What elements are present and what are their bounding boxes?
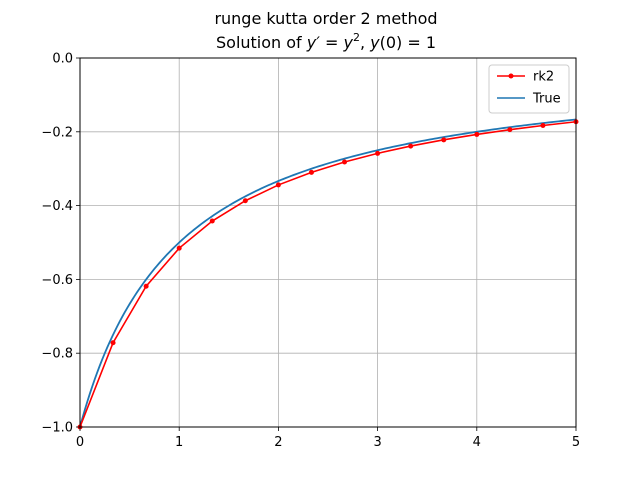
subtitle-y-sq-base: y <box>342 33 353 52</box>
legend-rk2-label: rk2 <box>533 70 554 85</box>
subtitle-comma: , <box>360 33 370 52</box>
rk2-point <box>242 198 248 204</box>
chart-subtitle: Solution of y′ = y2, y(0) = 1 <box>216 31 436 52</box>
chart-title: runge kutta order 2 method <box>214 9 437 28</box>
y-tick-label: −0.8 <box>41 347 73 362</box>
x-tick-label: 4 <box>473 435 481 450</box>
subtitle-prefix: Solution of <box>216 33 307 52</box>
y-tick-label: −0.2 <box>41 125 73 140</box>
rk2-point <box>209 218 215 224</box>
series-rk2-line <box>79 120 577 428</box>
subtitle-init-arg: (0) = 1 <box>380 33 436 52</box>
x-tick-label: 2 <box>274 435 282 450</box>
x-tick-label: 0 <box>76 435 84 450</box>
series-layer <box>77 118 579 430</box>
legend-true-label: True <box>532 92 561 107</box>
rk2-point <box>441 137 447 143</box>
x-tick-label: 3 <box>373 435 381 450</box>
rk2-point <box>110 340 116 346</box>
series-true-line <box>79 118 577 428</box>
x-tick-label: 1 <box>175 435 183 450</box>
ticks: 0 1 2 3 4 5 0.0 −0.2 −0.4 −0.6 −0.8 −1.0 <box>41 52 580 451</box>
y-tick-label: −1.0 <box>41 421 73 436</box>
y-tick-label: 0.0 <box>52 52 73 67</box>
subtitle-eq: = <box>320 33 344 52</box>
subtitle-y-sq-exp: 2 <box>353 31 360 44</box>
rk2-point <box>375 150 381 156</box>
rk2-point <box>474 131 480 137</box>
axes-frame <box>79 57 577 428</box>
rk2-point <box>507 127 513 133</box>
rk2-point <box>540 122 546 128</box>
rk2-point <box>176 245 182 251</box>
rk2-point <box>143 283 149 289</box>
y-tick-label: −0.4 <box>41 199 73 214</box>
rk2-point <box>408 143 414 149</box>
plot-area: 0 1 2 3 4 5 0.0 −0.2 −0.4 −0.6 −0.8 −1.0 <box>41 52 580 451</box>
rk2-point <box>275 182 281 188</box>
rk2-point <box>308 169 314 175</box>
legend: rk2 True <box>488 64 570 114</box>
legend-rk2-marker <box>508 73 514 79</box>
subtitle-init-y: y <box>369 33 380 52</box>
x-tick-label: 5 <box>572 435 580 450</box>
y-tick-label: −0.6 <box>41 273 73 288</box>
rk2-point <box>342 159 348 165</box>
subtitle-y-prime: y′ <box>306 33 320 52</box>
